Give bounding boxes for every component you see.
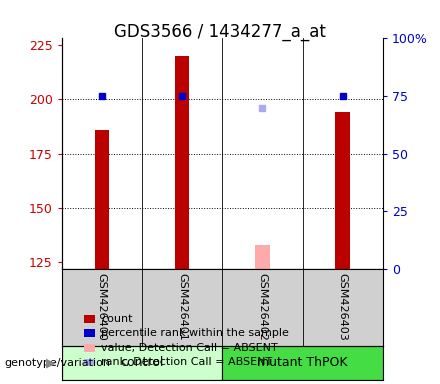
Text: GSM426401: GSM426401 [177,273,187,341]
Text: control: control [120,356,164,369]
Text: value, Detection Call = ABSENT: value, Detection Call = ABSENT [101,343,278,353]
Text: rank, Detection Call = ABSENT: rank, Detection Call = ABSENT [101,358,272,367]
Bar [62,346,222,380]
Bar [255,245,270,269]
Text: GSM426403: GSM426403 [337,273,348,341]
Text: ▶: ▶ [46,356,55,369]
Text: genotype/variation: genotype/variation [4,358,110,368]
Text: GSM426400: GSM426400 [97,273,107,341]
Text: count: count [101,314,133,324]
Bar [222,346,383,380]
Text: percentile rank within the sample: percentile rank within the sample [101,328,289,338]
Text: GDS3566 / 1434277_a_at: GDS3566 / 1434277_a_at [114,23,326,41]
Text: GSM426402: GSM426402 [257,273,268,341]
Text: mutant ThPOK: mutant ThPOK [257,356,348,369]
Bar [175,56,189,269]
Bar [95,130,109,269]
Bar [335,112,350,269]
